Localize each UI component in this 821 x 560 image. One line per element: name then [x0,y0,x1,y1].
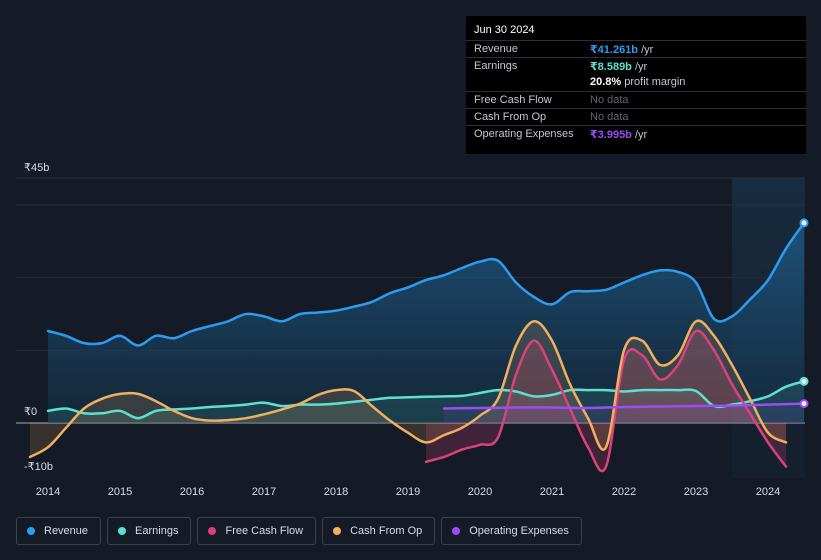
legend-cash-from-op[interactable]: Cash From Op [322,517,436,545]
tooltip-fcf-value: No data [590,94,629,106]
legend-operating-expenses-dot [452,527,461,535]
y-tick-label-2: -₹10b [24,461,53,473]
legend-earnings[interactable]: Earnings [107,517,192,545]
x-tick-label-2018: 2018 [324,486,348,498]
tooltip-revenue-value: ₹41.261b /yr [590,44,654,56]
legend-operating-expenses[interactable]: Operating Expenses [441,517,582,545]
legend-free-cash-flow-dot [208,527,217,535]
series-areas [30,222,804,472]
x-tick-label-2020: 2020 [468,486,492,498]
tooltip-cfo-label: Cash From Op [474,111,547,123]
tooltip-cfo-value: No data [590,111,629,123]
legend-free-cash-flow-label: Free Cash Flow [225,525,304,537]
y-axis-ticks: ₹45b ₹0 -₹10b [24,162,53,473]
legend-revenue-dot [27,527,35,535]
tooltip-earnings-label: Earnings [474,60,518,72]
x-tick-label-2015: 2015 [108,486,132,498]
x-axis-ticks: 2014 2015 2016 2017 2018 2019 2020 2021 2022 2023… [36,486,780,498]
free-cash-flow-line [424,329,788,473]
earnings-line [46,380,806,420]
legend-cash-from-op-dot [333,527,342,535]
legend-revenue-label: Revenue [44,525,89,537]
tooltip-earnings-value: ₹8.589b /yr [590,61,648,73]
tooltip-opex-label: Operating Expenses [474,128,574,140]
legend-earnings-label: Earnings [135,525,179,537]
series-lines [28,221,806,473]
revenue-end-marker [799,218,809,228]
revenue-line [46,221,806,347]
x-tick-label-2017: 2017 [252,486,276,498]
tooltip-panel: Jun 30 2024 Revenue ₹41.261b /yr Earning… [466,16,806,154]
x-tick-label-2019: 2019 [396,486,420,498]
earnings-end-marker [799,376,809,386]
tooltip-row-cfo: Cash From Op No data [466,108,806,126]
x-tick-label-2016: 2016 [180,486,204,498]
cash-from-op-line [28,319,788,459]
x-tick-label-2022: 2022 [612,486,636,498]
x-tick-label-2014: 2014 [36,486,60,498]
tooltip-row-earnings: Earnings ₹8.589b /yr [466,57,806,75]
tooltip-margin-value: 20.8% profit margin [590,76,686,88]
legend-cash-from-op-label: Cash From Op [350,525,423,537]
tooltip-revenue-label: Revenue [474,43,519,55]
tooltip-row-margin: 20.8% profit margin [466,74,806,91]
legend-earnings-dot [118,527,127,535]
y-tick-label-0: ₹45b [24,162,49,174]
tooltip-date: Jun 30 2024 [474,24,535,36]
series-end-markers [799,218,809,409]
y-tick-label-1: ₹0 [24,406,37,418]
operating-expenses-end-marker [799,399,809,409]
cash-from-op-area [30,320,786,457]
operating-expenses-line [442,402,806,410]
x-tick-label-2021: 2021 [540,486,564,498]
chart-legend: Revenue Earnings Free Cash Flow Cash Fro… [16,517,582,545]
legend-operating-expenses-label: Operating Expenses [469,525,569,537]
legend-revenue[interactable]: Revenue [16,517,102,545]
tooltip-row-opex: Operating Expenses ₹3.995b /yr [466,125,806,143]
x-tick-label-2024: 2024 [756,486,780,498]
tooltip-opex-value: ₹3.995b /yr [590,129,648,141]
revenue-area [48,222,804,423]
tooltip-fcf-label: Free Cash Flow [474,94,552,106]
tooltip-row-revenue: Revenue ₹41.261b /yr [466,40,806,58]
x-tick-label-2023: 2023 [684,486,708,498]
free-cash-flow-area [426,330,786,472]
legend-free-cash-flow[interactable]: Free Cash Flow [197,517,317,545]
tooltip-row-fcf: Free Cash Flow No data [466,91,806,109]
